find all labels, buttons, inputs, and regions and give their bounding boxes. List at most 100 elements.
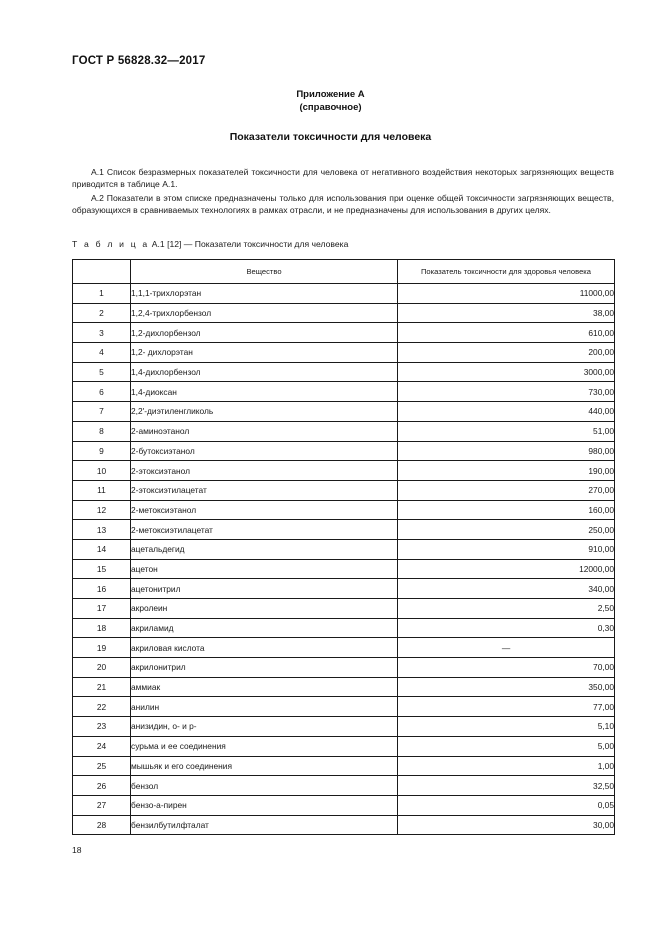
toxicity-value: 250,00	[397, 519, 615, 540]
row-number: 7	[72, 401, 131, 422]
row-number: 19	[72, 637, 131, 659]
table-row: 6 1,4-диоксан 730,00	[72, 381, 615, 403]
column-header-substance: Вещество	[130, 259, 398, 284]
table-row: 17 акролеин 2,50	[72, 598, 615, 619]
substance-name: акриловая кислота	[130, 637, 398, 659]
row-number: 26	[72, 775, 131, 796]
toxicity-value: 0,05	[397, 794, 615, 816]
substance-name: 2,2'-диэтиленгликоль	[130, 401, 398, 422]
substance-name: ацетон	[130, 558, 398, 580]
row-number: 27	[72, 794, 131, 816]
toxicity-value: 980,00	[397, 440, 615, 462]
substance-name: акрилонитрил	[130, 657, 398, 678]
substance-name: 1,2,4-трихлорбензол	[130, 302, 398, 324]
toxicity-value: 12000,00	[397, 558, 615, 580]
row-number: 5	[72, 361, 131, 383]
row-number: 10	[72, 460, 131, 481]
table-row: 18 акриламид 0,30	[72, 617, 615, 639]
substance-name: 2-бутоксиэтанол	[130, 440, 398, 462]
substance-name: бензилбутилфталат	[130, 814, 398, 836]
substance-name: 2-метоксиэтилацетат	[130, 519, 398, 540]
toxicity-value: 190,00	[397, 460, 615, 481]
row-number: 28	[72, 814, 131, 836]
annex-subtitle: (справочное)	[299, 102, 362, 113]
table-caption: Т а б л и ц а А.1 [12] — Показатели токс…	[72, 239, 348, 249]
row-number: 1	[72, 283, 131, 304]
toxicity-value: 38,00	[397, 302, 615, 324]
substance-name: бензол	[130, 775, 398, 796]
paragraph-a2: А.2 Показатели в этом списке предназначе…	[72, 192, 614, 217]
row-number: 4	[72, 342, 131, 363]
toxicity-value: 77,00	[397, 696, 615, 718]
row-number: 24	[72, 735, 131, 757]
row-number: 12	[72, 499, 131, 521]
toxicity-value: 350,00	[397, 676, 615, 698]
table-row: 7 2,2'-диэтиленгликоль 440,00	[72, 401, 615, 422]
table-row: 15 ацетон 12000,00	[72, 558, 615, 580]
toxicity-value: 0,30	[397, 617, 615, 639]
toxicity-value: 440,00	[397, 401, 615, 422]
paragraph-a2-text: А.2 Показатели в этом списке предназначе…	[72, 193, 614, 216]
table-row: 12 2-метоксиэтанол 160,00	[72, 499, 615, 521]
toxicity-value: 1,00	[397, 755, 615, 777]
row-number: 17	[72, 598, 131, 619]
row-number: 2	[72, 302, 131, 324]
table-caption-text: А.1 [12] — Показатели токсичности для че…	[151, 239, 349, 249]
row-number: 25	[72, 755, 131, 777]
table-body: 1 1,1,1-трихлорэтан 11000,00 2 1,2,4-трихлор…	[72, 283, 615, 836]
row-number: 3	[72, 322, 131, 344]
substance-name: 2-этоксиэтанол	[130, 460, 398, 481]
substance-name: мышьяк и его соединения	[130, 755, 398, 777]
table-header: Вещество Показатель токсичности для здор…	[72, 259, 615, 284]
toxicity-value: 51,00	[397, 420, 615, 442]
substance-name: ацетонитрил	[130, 578, 398, 599]
table-header-row: Вещество Показатель токсичности для здор…	[72, 259, 615, 284]
table-row: 19 акриловая кислота —	[72, 637, 615, 659]
substance-name: 1,4-диоксан	[130, 381, 398, 403]
row-number: 9	[72, 440, 131, 462]
toxicity-table: Вещество Показатель токсичности для здор…	[72, 259, 615, 836]
annex-title: Приложение А	[296, 89, 365, 100]
table-row: 13 2-метоксиэтилацетат 250,00	[72, 519, 615, 540]
substance-name: бензо-а-пирен	[130, 794, 398, 816]
table-row: 20 акрилонитрил 70,00	[72, 657, 615, 678]
section-heading: Показатели токсичности для человека	[229, 131, 432, 143]
table-row: 14 ацетальдегид 910,00	[72, 538, 615, 560]
paragraph-a1-text: А.1 Список безразмерных показателей токс…	[72, 167, 614, 190]
substance-name: 2-аминоэтанол	[130, 420, 398, 442]
substance-name: аммиак	[130, 676, 398, 698]
row-number: 14	[72, 538, 131, 560]
substance-name: 1,2-дихлорбензол	[130, 322, 398, 344]
table-row: 4 1,2- дихлорэтан 200,00	[72, 342, 615, 363]
column-header-number	[72, 259, 131, 284]
page-number: 18	[72, 845, 82, 855]
row-number: 15	[72, 558, 131, 580]
table-row: 27 бензо-а-пирен 0,05	[72, 794, 615, 816]
toxicity-value: 30,00	[397, 814, 615, 836]
table-row: 3 1,2-дихлорбензол 610,00	[72, 322, 615, 344]
table-row: 11 2-этоксиэтилацетат 270,00	[72, 479, 615, 501]
substance-name: акролеин	[130, 598, 398, 619]
toxicity-value: 5,00	[397, 735, 615, 757]
substance-name: 2-метоксиэтанол	[130, 499, 398, 521]
table-row: 21 аммиак 350,00	[72, 676, 615, 698]
substance-name: ацетальдегид	[130, 538, 398, 560]
table-row: 1 1,1,1-трихлорэтан 11000,00	[72, 283, 615, 304]
toxicity-value: 70,00	[397, 657, 615, 678]
table-row: 8 2-аминоэтанол 51,00	[72, 420, 615, 442]
table-row: 24 сурьма и ее соединения 5,00	[72, 735, 615, 757]
table-row: 9 2-бутоксиэтанол 980,00	[72, 440, 615, 462]
table-row: 16 ацетонитрил 340,00	[72, 578, 615, 599]
table-row: 26 бензол 32,50	[72, 775, 615, 796]
toxicity-value: —	[397, 637, 615, 659]
row-number: 20	[72, 657, 131, 678]
row-number: 6	[72, 381, 131, 403]
toxicity-value: 910,00	[397, 538, 615, 560]
table-row: 28 бензилбутилфталат 30,00	[72, 814, 615, 836]
row-number: 16	[72, 578, 131, 599]
table-row: 22 анилин 77,00	[72, 696, 615, 718]
toxicity-value: 270,00	[397, 479, 615, 501]
row-number: 8	[72, 420, 131, 442]
toxicity-value: 610,00	[397, 322, 615, 344]
